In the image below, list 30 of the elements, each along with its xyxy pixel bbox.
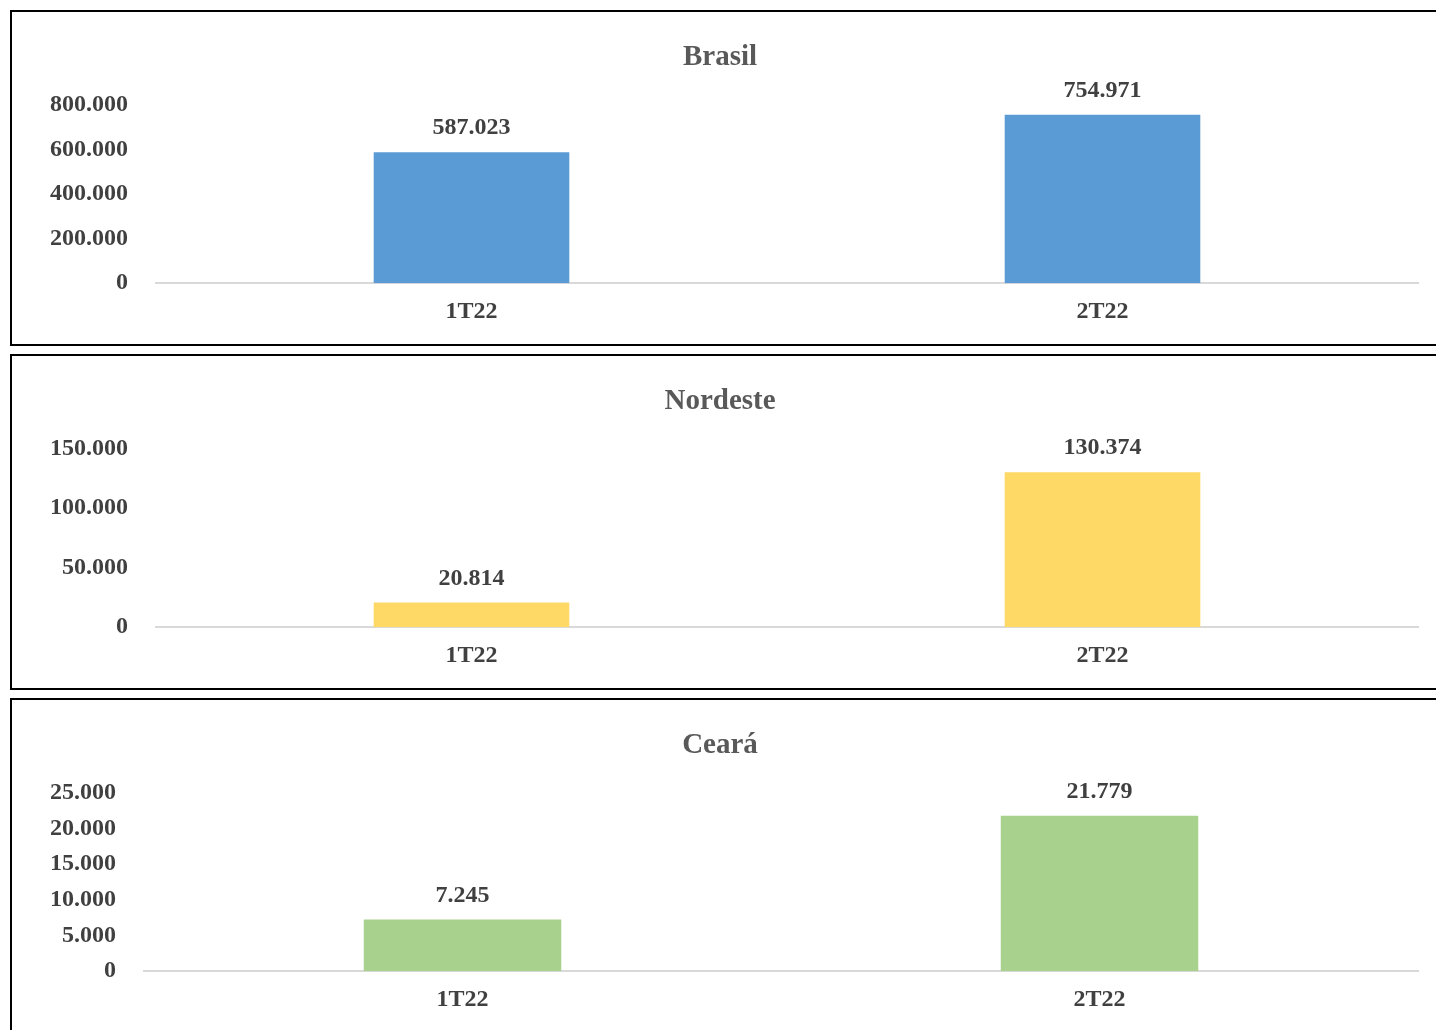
x-tick-label: 1T22 [445, 640, 498, 667]
y-tick-label: 0 [116, 612, 128, 639]
x-tick-label: 1T22 [445, 296, 498, 323]
y-tick-label: 800.000 [50, 90, 128, 116]
y-tick-label: 25.000 [50, 778, 116, 804]
y-tick-label: 400.000 [50, 179, 128, 206]
data-label: 7.245 [435, 880, 490, 907]
x-tick-label: 2T22 [1073, 984, 1126, 1011]
data-label: 130.374 [1063, 433, 1142, 460]
y-tick-label: 20.000 [50, 813, 116, 840]
chart-title: Nordeste [664, 382, 776, 415]
x-tick-label: 2T22 [1076, 640, 1129, 667]
data-label: 21.779 [1066, 776, 1133, 803]
y-tick-label: 150.000 [50, 434, 128, 460]
y-tick-label: 200.000 [50, 223, 128, 250]
y-tick-label: 0 [104, 956, 116, 983]
y-tick-label: 0 [116, 268, 128, 295]
data-label: 754.971 [1063, 76, 1142, 103]
data-label: 587.023 [432, 113, 511, 140]
y-tick-label: 600.000 [50, 134, 128, 161]
y-tick-label: 5.000 [62, 920, 116, 947]
data-label: 20.814 [438, 563, 505, 590]
chart-title: Ceará [682, 726, 759, 759]
y-tick-label: 100.000 [50, 493, 128, 520]
x-tick-label: 2T22 [1076, 296, 1129, 323]
x-tick-label: 1T22 [436, 984, 489, 1011]
y-tick-label: 50.000 [62, 552, 128, 579]
chart-title: Brasil [682, 38, 758, 71]
y-tick-label: 10.000 [50, 885, 116, 912]
y-tick-label: 15.000 [50, 849, 116, 876]
